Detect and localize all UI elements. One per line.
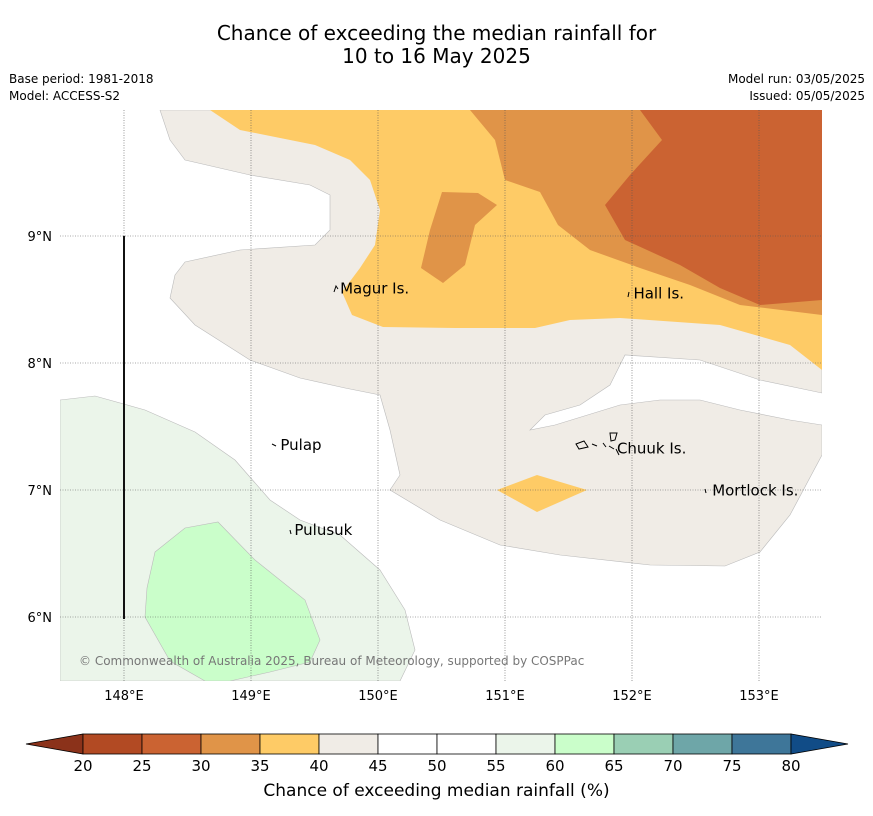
region-60-65 [144, 521, 321, 681]
title-line-1: Chance of exceeding the median rainfall … [216, 21, 657, 45]
colorbar-cell [200, 733, 261, 755]
region-30-35-blob [421, 192, 497, 283]
longitude-ticks: 148°E 149°E 150°E 151°E 152°E 153°E [104, 689, 779, 704]
colorbar-over-arrow [790, 733, 849, 755]
place-label: Chuuk Is. [617, 440, 686, 458]
colorbar-cell [672, 733, 733, 755]
lat-tick-label: 6°N [28, 611, 53, 626]
place-label: Pulap [280, 436, 321, 454]
map-title: Chance of exceeding the median rainfall … [0, 22, 873, 68]
colorbar-under-arrow [25, 733, 84, 755]
place-label: Magur Is. [340, 280, 409, 298]
colorbar-tick: 75 [722, 757, 741, 775]
colorbar-cell [554, 733, 615, 755]
latitude-ticks: 9°N 8°N 7°N 6°N [28, 230, 53, 626]
colorbar-cell [495, 733, 556, 755]
lon-tick-label: 150°E [358, 689, 398, 704]
meta-right: Model run: 03/05/2025 Issued: 05/05/2025 [728, 71, 865, 105]
colorbar-tick: 35 [250, 757, 269, 775]
pulap-island-shape [271, 443, 277, 447]
model-run: Model run: 03/05/2025 [727, 72, 865, 86]
colorbar-cells [25, 733, 849, 755]
lat-tick-label: 8°N [28, 357, 53, 372]
model-name: Model: ACCESS-S2 [9, 89, 121, 103]
lon-tick-label: 149°E [231, 689, 271, 704]
colorbar-tick: 65 [604, 757, 623, 775]
lat-tick-label: 9°N [28, 230, 53, 245]
rainfall-map: Magur Is. Hall Is. Pulap Chuuk Is. Mortlock … [28, 110, 822, 704]
colorbar-tick: 40 [309, 757, 328, 775]
issued-date: Issued: 05/05/2025 [749, 89, 865, 103]
colorbar-tick: 70 [663, 757, 682, 775]
colorbar-cell [731, 733, 792, 755]
colorbar-label: Chance of exceeding median rainfall (%) [263, 781, 610, 801]
colorbar-cell [259, 733, 320, 755]
colorbar-tick: 30 [191, 757, 210, 775]
title-line-2: 10 to 16 May 2025 [342, 44, 531, 68]
colorbar-tick: 80 [781, 757, 800, 775]
colorbar-tick: 25 [132, 757, 151, 775]
mortlock-island-shape [704, 488, 707, 494]
colorbar-tick: 20 [73, 757, 92, 775]
place-label: Mortlock Is. [712, 482, 798, 500]
colorbar-tick: 55 [486, 757, 505, 775]
lon-tick-label: 152°E [612, 689, 652, 704]
colorbar-cell [318, 733, 379, 755]
pulusuk-island-shape [289, 529, 292, 535]
copyright-notice: © Commonwealth of Australia 2025, Bureau… [79, 654, 584, 668]
colorbar-tick-labels: 20 25 30 35 40 45 50 55 60 65 70 75 80 [73, 757, 800, 775]
place-labels: Magur Is. Hall Is. Pulap Chuuk Is. Mortlock … [280, 280, 798, 539]
colorbar-tick: 45 [368, 757, 387, 775]
region-35-40-blob [497, 475, 587, 512]
lat-tick-label: 7°N [28, 484, 53, 499]
lon-tick-label: 151°E [485, 689, 525, 704]
island-outlines [271, 284, 707, 535]
base-period: Base period: 1981-2018 [9, 72, 154, 86]
colorbar-cell [377, 733, 438, 755]
colorbar-cell [436, 733, 497, 755]
region-25-30 [605, 110, 822, 305]
magur-island-shape [333, 284, 339, 293]
chuuk-island-shapes [575, 432, 620, 456]
colorbar-tick: 60 [545, 757, 564, 775]
colorbar-cell [141, 733, 202, 755]
colorbar-cell [82, 733, 143, 755]
hall-island-shape [627, 291, 630, 298]
map-area: Magur Is. Hall Is. Pulap Chuuk Is. Mortlock … [60, 110, 822, 681]
place-label: Hall Is. [633, 285, 684, 303]
colorbar-tick: 50 [427, 757, 446, 775]
lon-tick-label: 148°E [104, 689, 144, 704]
place-label: Pulusuk [294, 521, 352, 539]
lon-tick-label: 153°E [739, 689, 779, 704]
colorbar-cell [613, 733, 674, 755]
meta-left: Base period: 1981-2018 Model: ACCESS-S2 [9, 71, 154, 105]
